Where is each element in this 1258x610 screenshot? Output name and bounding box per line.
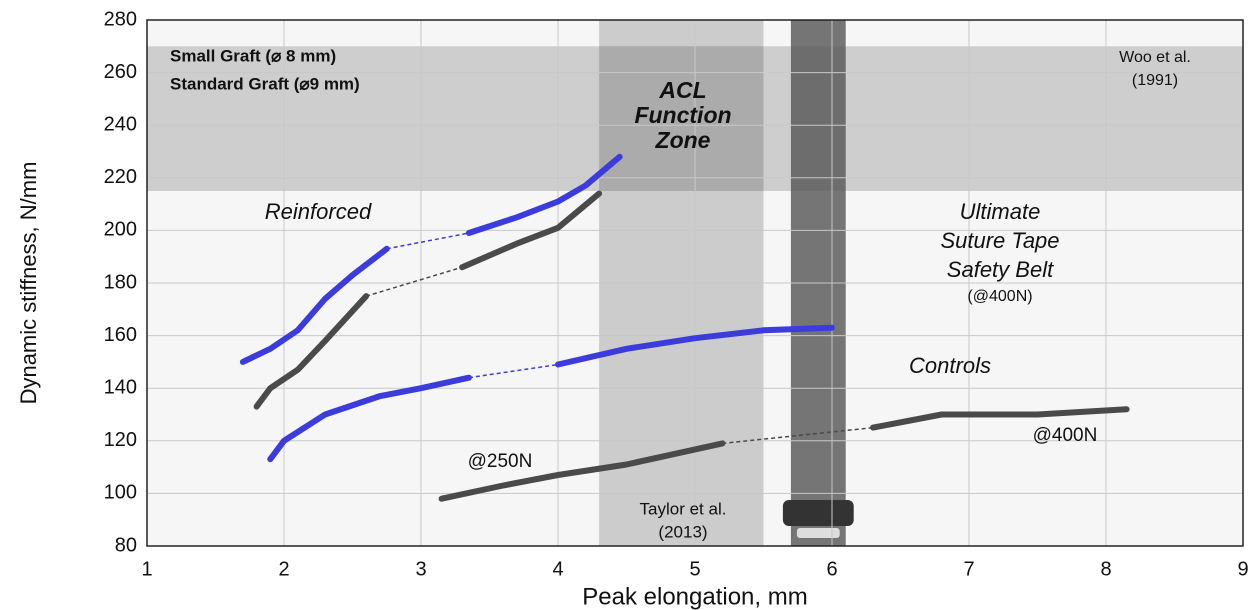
annotation: Safety Belt [947, 257, 1054, 282]
x-tick-label: 4 [552, 558, 563, 580]
annotation: (2013) [658, 522, 707, 541]
annotation: Taylor et al. [640, 499, 727, 518]
y-tick-label: 160 [104, 324, 137, 346]
x-tick-label: 5 [689, 558, 700, 580]
y-tick-label: 260 [104, 61, 137, 83]
y-tick-label: 120 [104, 429, 137, 451]
x-tick-label: 1 [141, 558, 152, 580]
y-tick-label: 80 [115, 534, 137, 556]
y-tick-label: 180 [104, 271, 137, 293]
annotation: (@400N) [967, 288, 1032, 305]
x-tick-label: 6 [826, 558, 837, 580]
y-tick-label: 200 [104, 219, 137, 241]
annotation: (1991) [1132, 72, 1178, 89]
x-axis-label: Peak elongation, mm [582, 583, 807, 610]
data-line [438, 406, 1130, 502]
x-tick-label: 9 [1237, 558, 1248, 580]
annotation: @400N [1033, 425, 1098, 446]
strap-buckle [782, 500, 854, 526]
data-line [253, 190, 603, 410]
y-tick-label: 140 [104, 376, 137, 398]
annotation: ACL [658, 77, 706, 103]
annotation: Function [634, 102, 731, 128]
x-tick-label: 3 [415, 558, 426, 580]
y-tick-label: 220 [104, 166, 137, 188]
annotation: @250N [468, 451, 533, 472]
x-tick-label: 7 [963, 558, 974, 580]
annotation: Woo et al. [1119, 49, 1191, 66]
legend-entry: Small Graft (⌀ 8 mm) [170, 46, 336, 65]
y-axis-label: Dynamic stiffness, N/mm [16, 162, 41, 405]
annotation: Zone [655, 127, 711, 153]
annotation: Ultimate [960, 199, 1041, 224]
strap-buckle [796, 528, 840, 538]
plot-frame [146, 19, 1244, 547]
y-tick-label: 100 [104, 482, 137, 504]
annotation: Controls [909, 353, 991, 378]
data-line [239, 153, 623, 365]
legend-entry: Standard Graft (⌀9 mm) [170, 74, 360, 93]
gap-connector [722, 426, 874, 445]
x-tick-label: 8 [1100, 558, 1111, 580]
x-tick-label: 2 [278, 558, 289, 580]
y-tick-label: 280 [104, 8, 137, 30]
annotation: Reinforced [265, 199, 372, 224]
gap-connector [468, 363, 559, 379]
y-tick-label: 240 [104, 113, 137, 135]
data-line [267, 324, 835, 463]
gap-connector [365, 266, 463, 297]
annotation: Suture Tape [940, 228, 1059, 253]
